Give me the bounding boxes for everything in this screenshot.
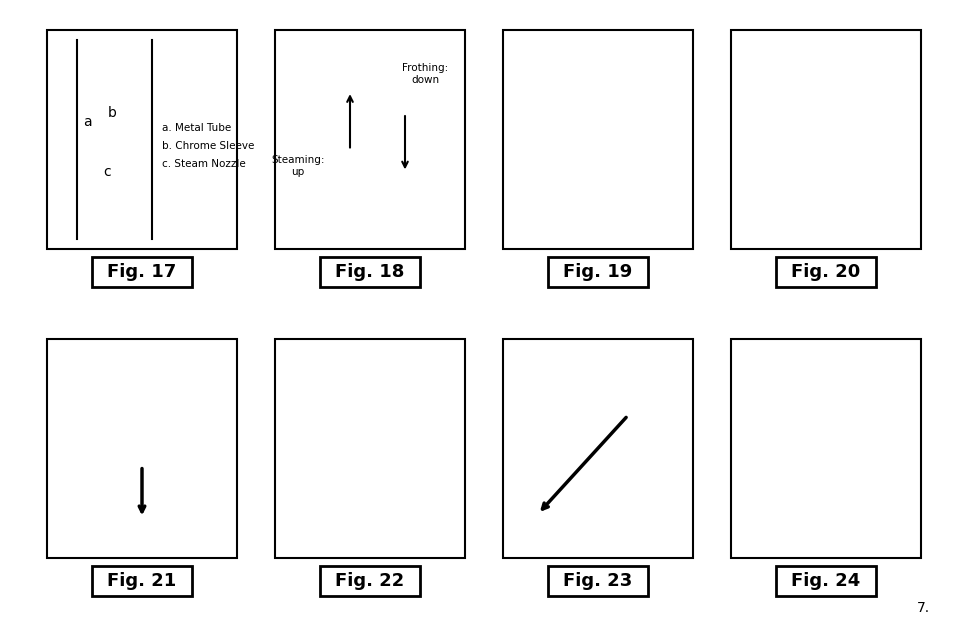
Text: Fig. 19: Fig. 19 (563, 263, 632, 281)
Bar (502, 30, 692, 249)
Text: Fig. 22: Fig. 22 (335, 572, 404, 590)
Bar (91, 565, 192, 596)
Text: Fig. 17: Fig. 17 (108, 263, 176, 281)
Bar (91, 257, 192, 287)
Text: Frothing:
down: Frothing: down (401, 63, 448, 85)
Text: Fig. 24: Fig. 24 (791, 572, 860, 590)
Bar (547, 565, 647, 596)
Bar (730, 30, 920, 249)
Bar (730, 339, 920, 558)
Bar (775, 257, 875, 287)
Text: c: c (103, 165, 111, 179)
Bar (274, 339, 464, 558)
Bar (775, 565, 875, 596)
Text: c. Steam Nozzle: c. Steam Nozzle (162, 159, 246, 169)
Text: 7.: 7. (916, 601, 929, 615)
Text: a: a (83, 115, 91, 129)
Bar (547, 257, 647, 287)
Text: b: b (108, 106, 116, 120)
Bar (502, 339, 692, 558)
Text: Fig. 21: Fig. 21 (108, 572, 176, 590)
Text: b. Chrome Sleeve: b. Chrome Sleeve (162, 142, 254, 151)
Bar (47, 339, 236, 558)
Bar (319, 257, 419, 287)
Text: Fig. 23: Fig. 23 (563, 572, 632, 590)
Text: Fig. 18: Fig. 18 (335, 263, 404, 281)
Bar (319, 565, 419, 596)
Bar (47, 30, 236, 249)
Text: Steaming:
up: Steaming: up (271, 155, 324, 177)
Text: Fig. 20: Fig. 20 (791, 263, 860, 281)
Text: a. Metal Tube: a. Metal Tube (162, 124, 231, 133)
Bar (274, 30, 464, 249)
